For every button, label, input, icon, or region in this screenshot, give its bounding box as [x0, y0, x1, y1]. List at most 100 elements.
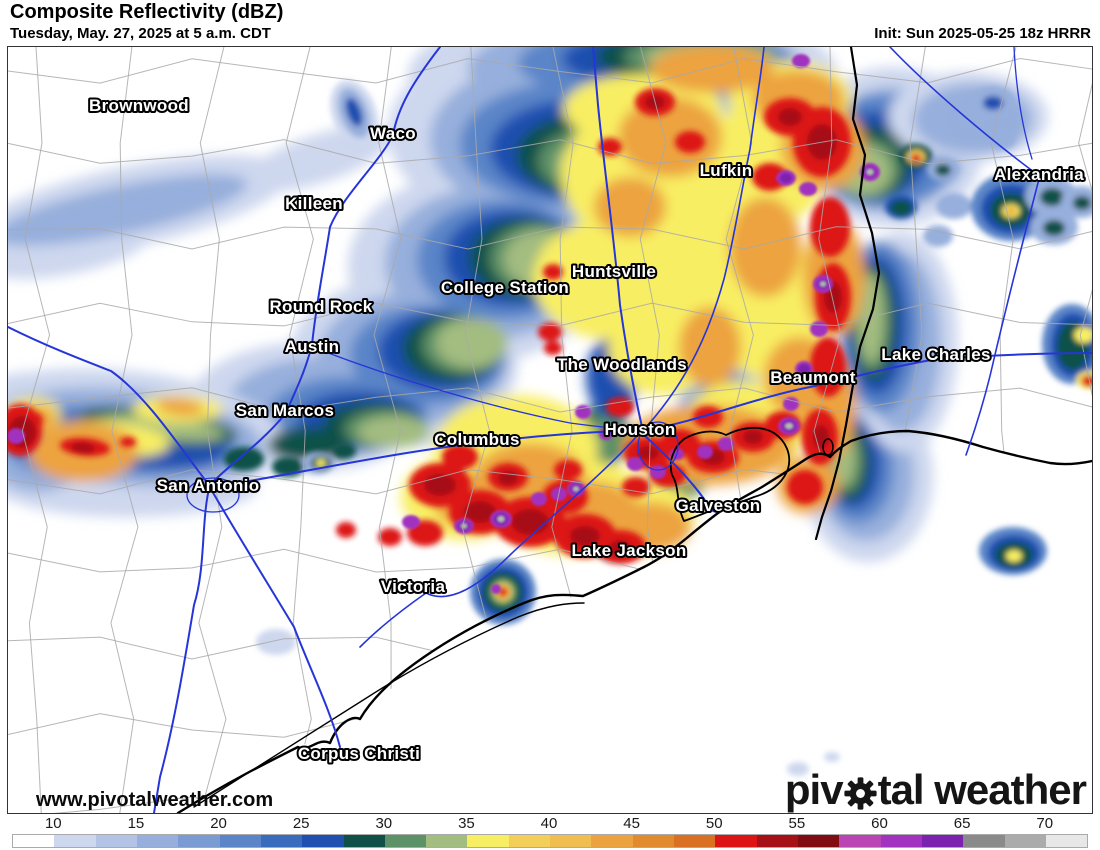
- city-label-huntsville: Huntsville: [572, 262, 656, 281]
- galveston-bay-outline: [669, 427, 791, 522]
- colorbar-tick-65: 65: [953, 815, 971, 832]
- logo-text-post: tal weather: [877, 766, 1087, 813]
- highway-us165: [1013, 47, 1033, 160]
- radar-map-canvas: Brownwood Waco Killeen Lufkin Alexandria Coll…: [8, 47, 1092, 813]
- barrier-islands: [193, 602, 585, 808]
- city-label-columbus: Columbus: [434, 430, 520, 449]
- colorbar-tick-60: 60: [871, 815, 888, 832]
- city-label-round-rock: Round Rock: [269, 297, 372, 316]
- highway-i10-east: [641, 352, 1092, 432]
- watermark-url: www.pivotalweather.com: [36, 789, 274, 811]
- colorbar-segment-35: [467, 835, 509, 847]
- colorbar-segment-15: [136, 835, 179, 847]
- city-label-corpus-christi: Corpus Christi: [298, 744, 420, 763]
- county-line: [21, 47, 51, 813]
- highways: [8, 47, 1092, 813]
- county-line: [8, 139, 1092, 165]
- colorbar-segment-32.5: [426, 835, 468, 847]
- colorbar-segment-12.5: [95, 835, 137, 847]
- colorbar-segment-52.5: [756, 835, 798, 847]
- colorbar-tick-15: 15: [127, 815, 145, 832]
- city-label-lufkin: Lufkin: [700, 161, 753, 180]
- colorbar-segment-40: [550, 835, 592, 847]
- colorbar-segment-57.5: [839, 835, 881, 847]
- highway-us290: [317, 348, 639, 431]
- highway-i35-north: [209, 47, 441, 486]
- county-line: [8, 302, 1092, 327]
- colorbar-segment-67.5: [1004, 835, 1046, 847]
- colorbar-tick-40: 40: [540, 815, 558, 832]
- county-line: [1078, 47, 1092, 813]
- logo-text-pre: piv: [784, 766, 844, 813]
- colorbar-tick-50: 50: [705, 815, 723, 832]
- colorbar-segment-65: [963, 835, 1005, 847]
- highway-i35-south: [153, 484, 211, 813]
- city-label-galveston: Galveston: [676, 496, 761, 515]
- colorbar-segment-30: [384, 835, 427, 847]
- colorbar-segment-27.5: [343, 835, 385, 847]
- coastline: [176, 429, 1092, 813]
- city-labels: Brownwood Waco Killeen Lufkin Alexandria Coll…: [87, 94, 1086, 765]
- colorbar: [12, 834, 1088, 848]
- state-border-tx-la: [814, 47, 881, 541]
- highway-i37: [211, 490, 341, 748]
- radar-map: Brownwood Waco Killeen Lufkin Alexandria Coll…: [7, 46, 1093, 814]
- houston-beltway: [637, 421, 679, 471]
- county-line: [8, 387, 1092, 413]
- county-line: [198, 47, 227, 813]
- colorbar-segment-20: [219, 835, 261, 847]
- city-label-the-woodlands: The Woodlands: [557, 355, 687, 374]
- highway-i45-north: [592, 47, 643, 428]
- colorbar-tick-25: 25: [292, 815, 310, 832]
- county-line: [285, 47, 314, 813]
- colorbar-segment-22.5: [260, 835, 303, 847]
- highway-la-northwest: [889, 47, 1031, 170]
- city-label-lake-charles: Lake Charles: [881, 345, 990, 364]
- colorbar-tick-10: 10: [44, 815, 62, 832]
- county-line: [8, 226, 1092, 250]
- page-title: Composite Reflectivity (dBZ): [10, 1, 284, 23]
- colorbar-segment-55: [797, 835, 840, 847]
- city-label-waco: Waco: [370, 124, 416, 143]
- sabine-lake-outline: [822, 438, 834, 456]
- colorbar-segment-62.5: [921, 835, 964, 847]
- san-antonio-loop: [186, 477, 240, 513]
- colorbar-tick-45: 45: [623, 815, 640, 832]
- city-label-san-antonio: San Antonio: [157, 476, 260, 495]
- highway-i45-south: [643, 434, 721, 513]
- gear-icon: [843, 776, 877, 810]
- colorbar-segment-25: [302, 835, 344, 847]
- colorbar-segment-37.5: [508, 835, 551, 847]
- city-label-brownwood: Brownwood: [89, 96, 189, 115]
- colorbar-segment-45: [632, 835, 674, 847]
- colorbar-segment-42.5: [591, 835, 633, 847]
- colorbar-footer: 10 15 20 25 30 35 40 45 50 55 60 65 70: [0, 814, 1100, 850]
- colorbar-tick-55: 55: [788, 815, 806, 832]
- colorbar-segment-17.5: [178, 835, 220, 847]
- city-label-college-station: College Station: [441, 278, 569, 297]
- model-init-label: Init: Sun 2025-05-25 18z HRRR: [874, 25, 1091, 42]
- colorbar-segment-70: [1045, 835, 1088, 847]
- colorbar-segment-50: [715, 835, 757, 847]
- highway-us59-north: [647, 47, 765, 426]
- city-label-beaumont: Beaumont: [770, 368, 856, 387]
- city-label-san-marcos: San Marcos: [236, 401, 334, 420]
- county-line: [373, 47, 402, 813]
- city-label-houston: Houston: [604, 420, 675, 439]
- city-label-alexandria: Alexandria: [994, 165, 1084, 184]
- reflectivity-cores: [8, 54, 880, 594]
- county-line: [990, 47, 1019, 813]
- highway-us59-south: [359, 436, 637, 648]
- colorbar-tick-30: 30: [375, 815, 393, 832]
- city-label-victoria: Victoria: [381, 577, 446, 596]
- colorbar-segment-60: [880, 835, 922, 847]
- colorbar-segment-47.5: [674, 835, 716, 847]
- city-label-killeen: Killeen: [285, 194, 343, 213]
- county-line: [8, 636, 1092, 660]
- colorbar-tick-35: 35: [458, 815, 475, 832]
- highway-i10-west: [8, 326, 207, 482]
- colorbar-tick-70: 70: [1036, 815, 1054, 832]
- city-label-lake-jackson: Lake Jackson: [571, 541, 686, 560]
- colorbar-segment-10: [54, 835, 96, 847]
